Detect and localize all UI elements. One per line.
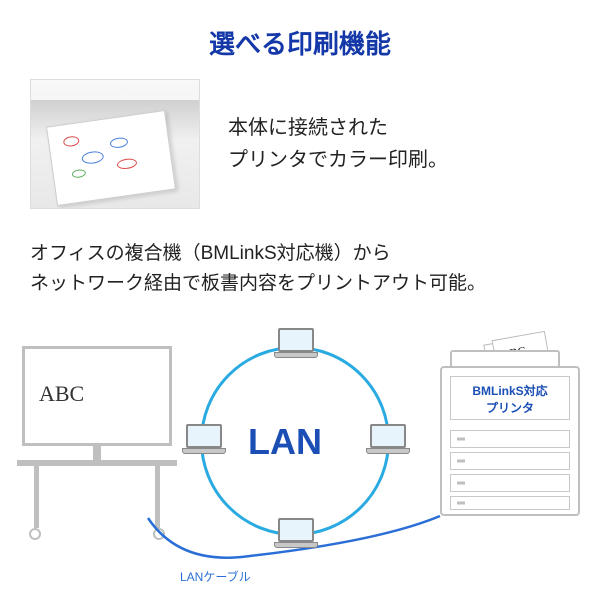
description-2: オフィスの複合機（BMLinkS対応機）から ネットワーク経由で板書内容をプリン…: [0, 229, 600, 316]
desc1-line2: プリンタでカラー印刷。: [228, 144, 448, 176]
section-1: 本体に接続された プリンタでカラー印刷。: [0, 79, 600, 229]
lan-label: LAN: [248, 421, 322, 463]
network-diagram: ABC LANケーブル LAN ABC BMLinkS対応 プリンタ: [0, 316, 600, 596]
desc1-line1: 本体に接続された: [228, 112, 448, 144]
laptop-icon: [182, 424, 226, 458]
cable-label: LANケーブル: [180, 568, 251, 585]
laptop-icon: [274, 518, 318, 552]
laptop-icon: [366, 424, 410, 458]
copier-panel-label: BMLinkS対応 プリンタ: [450, 376, 570, 420]
copier-icon: ABC BMLinkS対応 プリンタ: [440, 366, 580, 546]
desc2-line2: ネットワーク経由で板書内容をプリントアウト可能。: [30, 269, 570, 299]
page-title: 選べる印刷機能: [0, 0, 600, 79]
printer-photo: [30, 79, 200, 209]
description-1: 本体に接続された プリンタでカラー印刷。: [228, 112, 448, 176]
laptop-icon: [274, 328, 318, 362]
desc2-line1: オフィスの複合機（BMLinkS対応機）から: [30, 239, 570, 269]
